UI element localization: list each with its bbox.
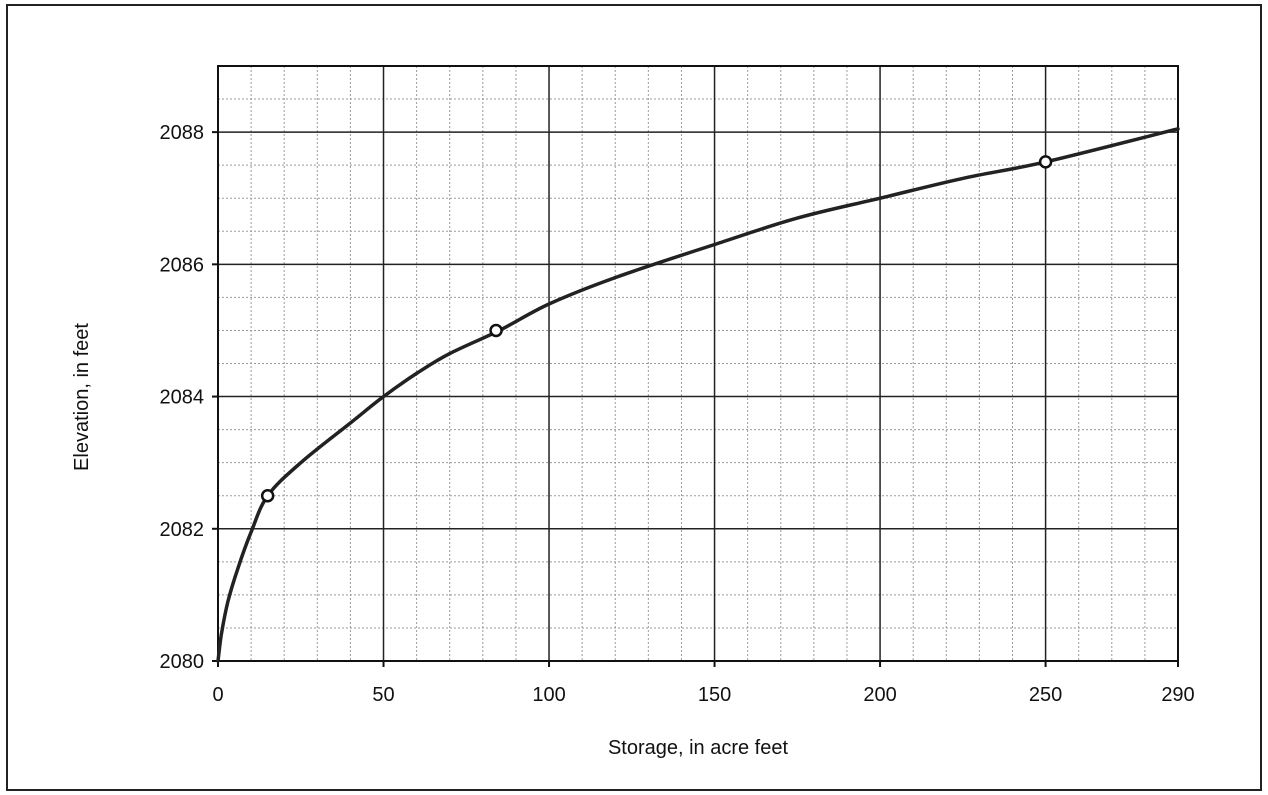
plot-area-border xyxy=(217,65,1179,662)
x-tick-label: 200 xyxy=(863,684,896,706)
data-markers xyxy=(260,155,1053,503)
data-point-marker xyxy=(1038,155,1053,169)
series-line xyxy=(216,127,1180,663)
x-axis-title: Storage, in acre feet xyxy=(608,737,789,759)
x-tick-label: 100 xyxy=(532,684,565,706)
data-point-marker xyxy=(260,488,275,503)
y-axis-title: Elevation, in feet xyxy=(71,323,93,471)
y-tick-label: 2088 xyxy=(160,122,205,144)
y-tick-label: 2080 xyxy=(160,651,205,673)
x-tick-label: 290 xyxy=(1161,684,1194,706)
minor-grid xyxy=(217,65,1179,662)
y-axis-ticks: 2080 2082 2084 2086 2088 xyxy=(160,122,218,673)
y-tick-label: 2082 xyxy=(160,519,205,541)
x-axis-ticks: 0 50 100 150 200 250 290 xyxy=(212,661,1195,706)
chart-frame xyxy=(6,4,1262,791)
y-tick-label: 2086 xyxy=(160,254,205,276)
data-point-marker xyxy=(489,323,503,338)
x-tick-label: 0 xyxy=(212,684,223,706)
x-tick-label: 250 xyxy=(1029,684,1062,706)
y-tick-label: 2084 xyxy=(160,387,205,409)
x-tick-label: 150 xyxy=(698,684,731,706)
x-tick-label: 50 xyxy=(372,684,394,706)
